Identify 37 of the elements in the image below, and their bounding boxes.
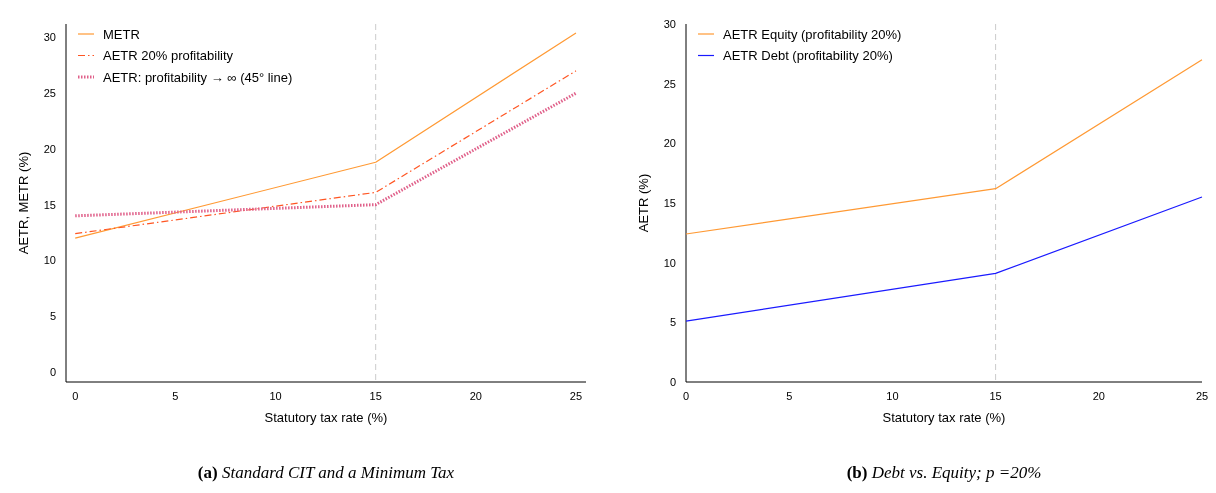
x-tick-label: 5 — [172, 390, 179, 402]
legend-label: AETR Equity (profitability 20%) — [723, 26, 902, 42]
y-tick-label: 25 — [43, 87, 56, 99]
x-tick-label: 5 — [786, 390, 793, 402]
x-axis-title: Statutory tax rate (%) — [882, 410, 1006, 425]
y-tick-label: 10 — [43, 254, 56, 267]
legend-label: AETR 20% profitability — [103, 48, 234, 64]
text: (a) Standard CIT and a Minimum Tax — [197, 463, 455, 482]
y-tick-label: 20 — [663, 137, 676, 150]
x-tick-label: 10 — [886, 390, 899, 402]
x-tick-label: 0 — [682, 390, 690, 402]
x-tick-label: 25 — [569, 390, 583, 402]
y-tick-label: 5 — [669, 316, 676, 329]
x-axis-title: Statutory tax rate (%) — [264, 410, 388, 425]
y-tick-label: 15 — [43, 198, 56, 211]
x-tick-label: 25 — [1195, 390, 1209, 402]
y-axis-title: AETR, METR (%) — [16, 151, 31, 255]
legend-label: AETR: profitability → ∞ (45° line) — [103, 69, 293, 85]
x-tick-label: 20 — [469, 390, 482, 402]
y-tick-label: 10 — [663, 256, 676, 269]
x-tick-label: 15 — [989, 390, 1002, 402]
y-tick-label: 5 — [49, 310, 56, 323]
y-tick-label: 30 — [663, 17, 676, 30]
y-tick-label: 20 — [43, 142, 56, 155]
y-tick-label: 25 — [663, 77, 676, 90]
y-axis-title: AETR (%) — [636, 173, 651, 233]
legend-label: METR — [103, 26, 140, 42]
y-tick-label: 30 — [43, 31, 56, 44]
x-tick-label: 0 — [72, 390, 79, 402]
x-tick-label: 20 — [1092, 390, 1105, 402]
y-tick-label: 0 — [49, 365, 56, 378]
legend-label: AETR Debt (profitability 20%) — [723, 48, 893, 64]
text: (b) Debt vs. Equity; p =20% — [846, 463, 1042, 482]
x-tick-label: 10 — [269, 390, 282, 402]
x-tick-label: 15 — [369, 390, 382, 402]
y-tick-label: 0 — [669, 375, 676, 388]
y-tick-label: 15 — [663, 196, 676, 209]
